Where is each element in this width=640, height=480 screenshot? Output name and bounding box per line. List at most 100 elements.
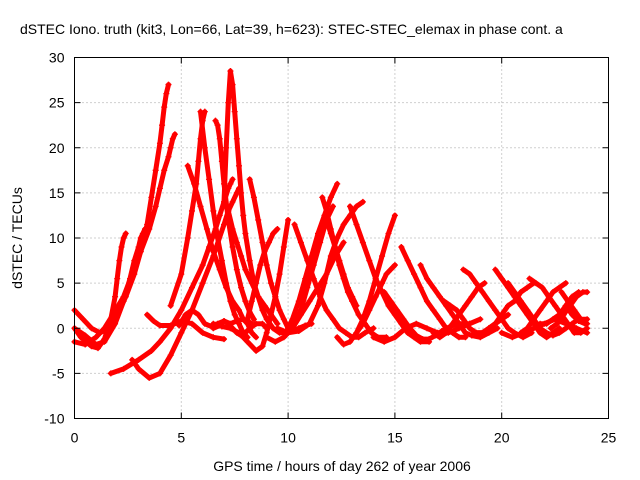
data-point	[404, 329, 411, 336]
data-point	[156, 140, 163, 147]
data-point	[276, 271, 283, 278]
data-point	[485, 325, 492, 332]
data-point	[242, 298, 249, 305]
data-point	[413, 320, 420, 327]
data-point	[82, 341, 89, 348]
data-point	[443, 329, 450, 336]
data-point	[332, 244, 339, 251]
data-point	[178, 329, 185, 336]
data-point	[259, 320, 266, 327]
data-point	[135, 356, 142, 363]
data-point	[385, 230, 392, 237]
data-point	[274, 325, 281, 332]
series-line	[563, 303, 588, 327]
data-point	[216, 212, 223, 219]
data-point	[329, 203, 336, 210]
data-point	[430, 329, 437, 336]
data-point	[297, 239, 304, 246]
data-point	[498, 275, 505, 282]
data-point	[129, 356, 136, 363]
y-tick-label: 30	[49, 50, 65, 66]
data-point	[547, 325, 554, 332]
data-point	[201, 144, 208, 151]
y-tick-label: 25	[49, 95, 65, 111]
data-point	[334, 180, 341, 187]
data-point	[455, 334, 462, 341]
data-point	[304, 284, 311, 291]
data-point	[558, 289, 565, 296]
data-point	[248, 298, 255, 305]
series-4	[71, 131, 178, 348]
data-point	[584, 289, 591, 296]
data-point	[552, 302, 559, 309]
data-point	[297, 307, 304, 314]
data-point	[383, 271, 390, 278]
data-point	[381, 289, 388, 296]
data-point	[485, 298, 492, 305]
data-point	[206, 176, 213, 183]
data-point	[336, 257, 343, 264]
data-point	[218, 257, 225, 264]
data-point	[120, 235, 127, 241]
data-point	[263, 262, 270, 269]
data-point	[387, 298, 394, 305]
data-point	[372, 293, 379, 300]
data-point	[235, 162, 242, 169]
data-point	[336, 325, 343, 332]
data-point	[466, 271, 473, 278]
data-point	[543, 320, 550, 327]
data-point	[182, 311, 189, 318]
data-point	[214, 235, 221, 241]
data-point	[327, 253, 334, 260]
data-point	[306, 298, 313, 305]
data-point	[225, 207, 232, 214]
data-point	[319, 194, 326, 201]
data-point	[221, 318, 228, 325]
data-point	[353, 203, 360, 210]
series-41	[526, 275, 591, 336]
data-point	[323, 207, 330, 214]
series-line	[198, 109, 250, 340]
data-point	[505, 311, 512, 318]
data-point	[161, 167, 168, 174]
data-point	[419, 336, 426, 343]
data-point	[184, 235, 191, 241]
data-point	[195, 158, 202, 165]
data-point	[537, 320, 544, 327]
data-point	[244, 316, 251, 323]
data-point	[227, 180, 234, 187]
data-point	[479, 289, 486, 296]
data-point	[253, 334, 260, 341]
data-point	[129, 271, 136, 278]
data-point	[188, 284, 195, 291]
data-point	[353, 329, 360, 336]
data-point	[423, 275, 430, 282]
data-point	[238, 189, 245, 196]
data-point	[80, 316, 87, 323]
data-point	[92, 334, 99, 341]
data-point	[229, 244, 236, 251]
data-point	[268, 280, 275, 287]
x-tick-label: 15	[387, 430, 403, 446]
data-point	[107, 370, 114, 377]
data-point	[359, 239, 366, 246]
series-line	[129, 185, 242, 381]
data-point	[167, 322, 174, 329]
data-point	[163, 90, 170, 97]
data-point	[263, 334, 270, 341]
data-point	[417, 262, 424, 269]
series-line	[354, 262, 398, 336]
data-point	[477, 316, 484, 323]
data-point	[505, 302, 512, 309]
data-point	[229, 198, 236, 205]
data-point	[370, 325, 377, 332]
data-point	[92, 341, 99, 348]
data-point	[250, 316, 257, 323]
data-point	[221, 198, 228, 205]
data-point	[235, 320, 242, 327]
data-point	[229, 176, 236, 183]
data-point	[449, 320, 456, 327]
data-point	[201, 320, 208, 327]
data-point	[112, 293, 119, 300]
data-point	[404, 257, 411, 264]
